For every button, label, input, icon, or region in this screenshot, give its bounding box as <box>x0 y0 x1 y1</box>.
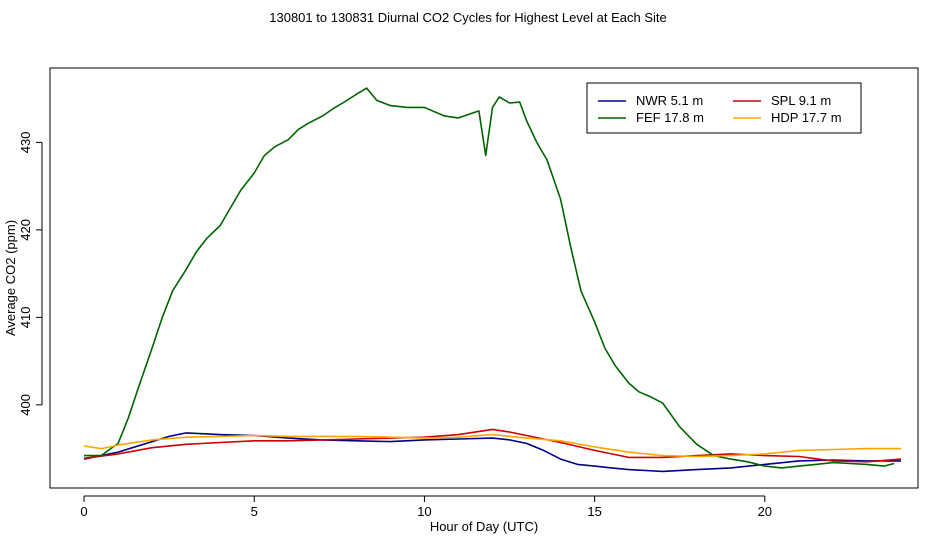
series-line-nwr <box>83 432 901 473</box>
y-axis: 400 410 420 430 <box>18 132 43 416</box>
legend-label-spl: SPL 9.1 m <box>771 93 831 108</box>
legend-label-nwr: NWR 5.1 m <box>636 93 703 108</box>
series-group <box>83 87 902 473</box>
y-tick-label: 410 <box>18 307 33 329</box>
plot-frame <box>49 67 919 489</box>
legend-label-fef: FEF 17.8 m <box>636 110 704 125</box>
legend-label-hdp: HDP 17.7 m <box>771 110 842 125</box>
y-tick-label: 400 <box>18 394 33 416</box>
x-tick-label: 10 <box>417 504 431 519</box>
x-axis: 0 5 10 15 20 <box>80 495 772 519</box>
x-tick-label: 0 <box>80 504 87 519</box>
y-axis-label: Average CO2 (ppm) <box>3 220 18 336</box>
series-line-hdp <box>83 433 901 458</box>
x-tick-label: 15 <box>587 504 601 519</box>
legend-box <box>586 82 862 134</box>
x-axis-label: Hour of Day (UTC) <box>430 519 538 534</box>
chart-title: 130801 to 130831 Diurnal CO2 Cycles for … <box>269 10 666 25</box>
series-line-spl <box>83 428 902 463</box>
y-tick-label: 430 <box>18 132 33 154</box>
x-tick-label: 20 <box>758 504 772 519</box>
y-tick-label: 420 <box>18 219 33 241</box>
legend: NWR 5.1 m SPL 9.1 m FEF 17.8 m HDP 17.7 m <box>586 82 862 134</box>
x-tick-label: 5 <box>251 504 258 519</box>
